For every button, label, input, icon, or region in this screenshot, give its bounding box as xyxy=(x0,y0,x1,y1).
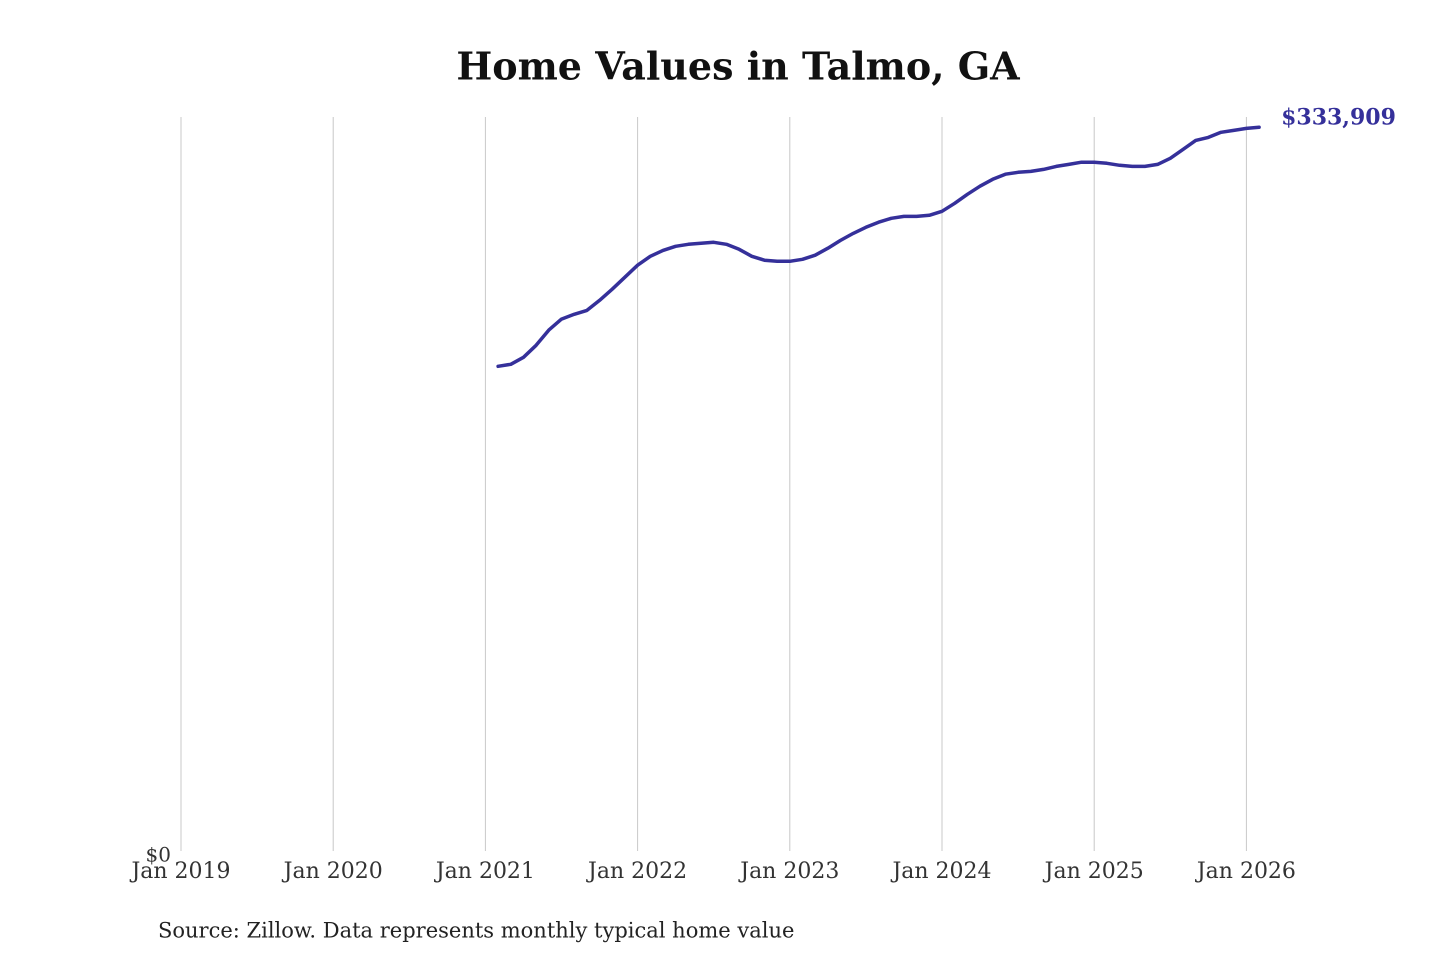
value-label: $333,909 xyxy=(1281,104,1396,130)
x-tick-label: Jan 2024 xyxy=(890,859,991,884)
x-tick-label: Jan 2020 xyxy=(282,859,383,884)
x-tick-label: Jan 2021 xyxy=(434,859,535,884)
y-tick-label: $0 xyxy=(146,843,171,867)
chart-title: Home Values in Talmo, GA xyxy=(456,44,1020,89)
x-tick-label: Jan 2022 xyxy=(586,859,687,884)
x-tick-label: Jan 2025 xyxy=(1043,859,1144,884)
x-tick-label: Jan 2026 xyxy=(1195,859,1296,884)
source-note: Source: Zillow. Data represents monthly … xyxy=(158,919,794,943)
x-tick-label: Jan 2023 xyxy=(738,859,839,884)
line-series xyxy=(496,125,1261,369)
x-tick-label: Jan 2019 xyxy=(129,859,230,884)
